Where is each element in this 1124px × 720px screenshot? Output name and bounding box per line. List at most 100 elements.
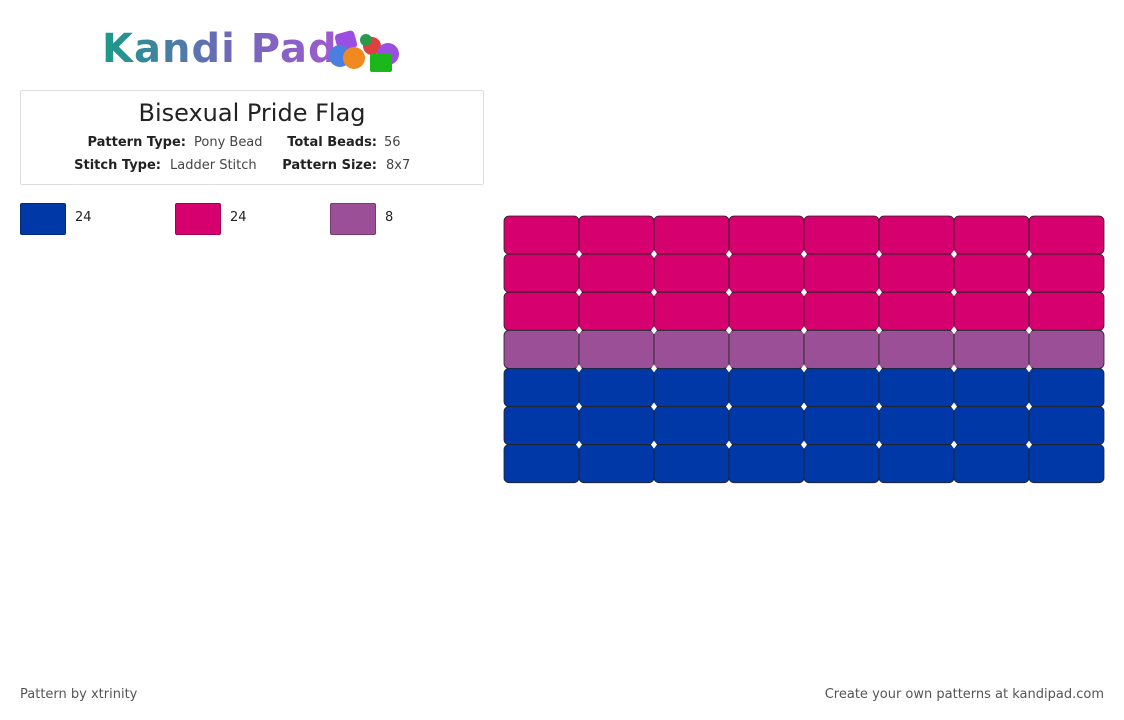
bead <box>728 367 805 407</box>
bead <box>953 253 1030 293</box>
bead-gap <box>726 440 732 449</box>
info-box: Bisexual Pride Flag Pattern Type: Pony B… <box>20 90 484 185</box>
logo: Kandi Pad <box>102 26 338 72</box>
bead <box>1028 215 1105 255</box>
bead <box>503 291 580 331</box>
field-value: 56 <box>384 135 401 150</box>
bead-gap <box>951 364 957 373</box>
bead-gap <box>801 250 807 259</box>
legend-count: 8 <box>385 210 394 225</box>
bead-gap <box>1026 364 1032 373</box>
bead-gap <box>576 288 582 297</box>
bead-gap <box>951 440 957 449</box>
bead <box>578 253 655 293</box>
bead <box>503 406 580 445</box>
bead <box>878 444 955 484</box>
bead-gap <box>726 326 732 335</box>
bead <box>878 329 955 369</box>
bead-grid <box>503 215 1105 484</box>
footer-link: Create your own patterns at kandipad.com <box>824 687 1104 702</box>
bead-gap <box>726 288 732 297</box>
bead-gap <box>876 326 882 335</box>
bead-gap <box>651 250 657 259</box>
logo-icon <box>329 30 399 72</box>
legend-swatch <box>175 203 221 235</box>
bead-gap <box>951 250 957 259</box>
bead <box>1028 253 1105 293</box>
bead <box>653 367 730 407</box>
bead-gap <box>651 402 657 411</box>
bead <box>878 253 955 293</box>
bead-gap <box>651 440 657 449</box>
bead <box>878 215 955 255</box>
bead <box>878 291 955 331</box>
field-label: Total Beads: <box>287 135 377 150</box>
bead <box>578 215 655 255</box>
bead <box>803 215 880 255</box>
bead-gap <box>1026 288 1032 297</box>
bead <box>953 291 1030 331</box>
bead <box>503 367 580 407</box>
bead <box>878 367 955 407</box>
bead <box>653 215 730 255</box>
bead <box>953 406 1030 445</box>
bead-gap <box>951 402 957 411</box>
bead <box>653 406 730 445</box>
bead <box>953 444 1030 484</box>
bead <box>653 291 730 331</box>
bead <box>953 215 1030 255</box>
bead <box>728 329 805 369</box>
bead <box>953 329 1030 369</box>
bead <box>1028 329 1105 369</box>
bead-gap <box>576 440 582 449</box>
bead <box>803 444 880 484</box>
field-label: Pattern Size: <box>282 158 377 173</box>
bead <box>1028 444 1105 484</box>
bead-gap <box>576 402 582 411</box>
bead <box>503 444 580 484</box>
bead-gap <box>801 364 807 373</box>
bead-gap <box>726 250 732 259</box>
pattern-title: Bisexual Pride Flag <box>138 99 366 127</box>
bead <box>1028 291 1105 331</box>
bead <box>803 406 880 445</box>
bead-gap <box>651 364 657 373</box>
legend-swatch <box>330 203 376 235</box>
bead <box>578 291 655 331</box>
bead <box>728 444 805 484</box>
bead-gap <box>1026 250 1032 259</box>
bead <box>803 367 880 407</box>
legend-swatch <box>20 203 66 235</box>
bead-gap <box>651 288 657 297</box>
bead-gap <box>801 326 807 335</box>
footer-credit: Pattern by xtrinity <box>20 687 138 702</box>
bead-gap <box>951 288 957 297</box>
bead <box>653 444 730 484</box>
bead <box>578 367 655 407</box>
bead <box>803 253 880 293</box>
field-label: Stitch Type: <box>74 158 161 173</box>
bead <box>728 253 805 293</box>
bead <box>1028 406 1105 445</box>
bead-gap <box>726 402 732 411</box>
bead-gap <box>876 288 882 297</box>
legend-count: 24 <box>230 210 247 225</box>
bead <box>803 291 880 331</box>
bead <box>503 215 580 255</box>
field-value: 8x7 <box>386 158 411 173</box>
bead <box>878 406 955 445</box>
bead <box>803 329 880 369</box>
legend-count: 24 <box>75 210 92 225</box>
bead <box>578 329 655 369</box>
field-value: Ladder Stitch <box>170 158 257 173</box>
bead <box>728 291 805 331</box>
bead <box>578 444 655 484</box>
bead-gap <box>576 326 582 335</box>
bead-gap <box>1026 440 1032 449</box>
bead-gap <box>801 440 807 449</box>
bead-gap <box>876 402 882 411</box>
bead-gap <box>651 326 657 335</box>
bead <box>503 329 580 369</box>
bead <box>728 406 805 445</box>
bead <box>728 215 805 255</box>
